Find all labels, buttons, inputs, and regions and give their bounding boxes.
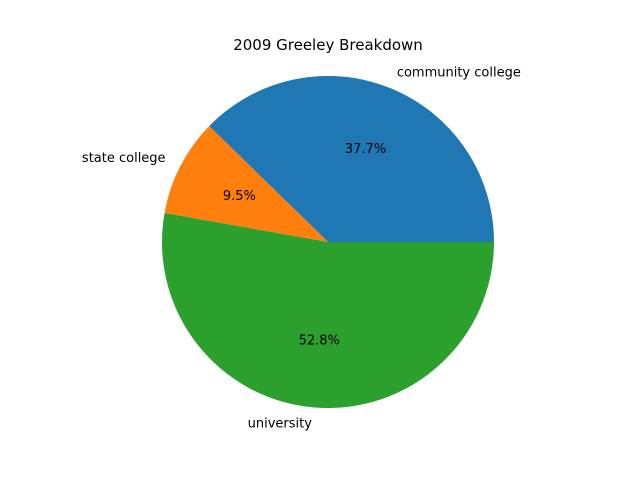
pie-slice-university [161,212,494,409]
slice-percent-state-college: 9.5% [223,189,256,204]
pie-slice-state-college [164,126,328,242]
slice-percent-university: 52.8% [299,334,340,349]
slice-percent-community-college: 37.7% [345,142,386,157]
chart-title: 2009 Greeley Breakdown [233,36,423,54]
slice-label-state-college: state college [82,151,166,166]
slice-label-community-college: community college [397,65,521,80]
slice-label-university: university [248,416,313,431]
pie-slice-community-college [209,76,494,242]
pie-labels: community college 37.7% state college 9.5% u… [82,65,521,431]
pie-slices [161,76,494,409]
